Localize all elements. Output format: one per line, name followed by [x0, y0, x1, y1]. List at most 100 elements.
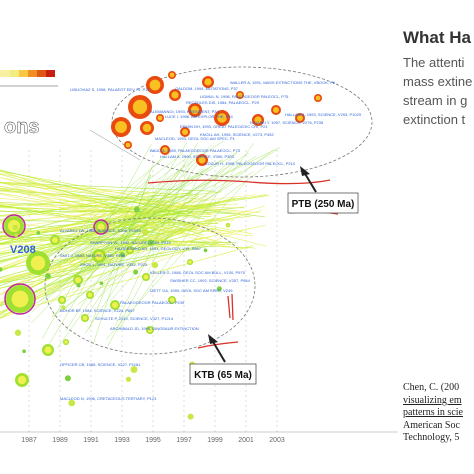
- citation-link: [116, 143, 255, 332]
- citation-link: [0, 182, 167, 203]
- body-line: The attenti: [403, 55, 465, 70]
- citation-label: HALLAM A, 1990, SCIENCE, V390, P303: [160, 154, 235, 159]
- citation-link: [0, 190, 261, 214]
- ktb-node-core: [112, 302, 118, 308]
- highlight-ring: [2, 214, 26, 238]
- citation-link: [57, 156, 257, 266]
- ktb-node-core: [147, 327, 153, 333]
- citation-link: [56, 147, 280, 258]
- minor-node: [80, 253, 85, 258]
- slide-title: What Ha: [403, 28, 471, 47]
- citation-label: GALDOM, 1994, MUTATIONS, P37: [175, 86, 239, 91]
- citation-label: HILDEBRAND AR, 1991, GEOLOGY, V19, P867: [115, 246, 202, 251]
- red-underline-ptb: [147, 179, 331, 185]
- ktb-node-core: [30, 255, 46, 271]
- citation-label: ALEMANNOI, 1993, PRESIDENT, P34: [150, 109, 219, 114]
- ktb-node-core: [97, 223, 105, 231]
- citation-label: BOHOR BF, 1984, SCIENCE, V224, P867: [60, 308, 135, 313]
- minor-node: [22, 349, 26, 354]
- reference-citation: Chen, C. (200 visualizing em patterns in…: [403, 382, 463, 445]
- ktb-node-core: [143, 274, 149, 280]
- citation-link: [100, 148, 241, 298]
- minor-node: [68, 399, 76, 407]
- citation-label: MACLEOD, 1993, GEOL SOC AM SPEC, P1: [155, 136, 236, 141]
- citation-label: ISOZAKI Y, 1997, SCIENCE, V276, P235: [250, 120, 324, 125]
- minor-node: [133, 206, 140, 213]
- minor-node: [36, 230, 41, 235]
- minor-node: [99, 281, 104, 285]
- ktb-node-core: [52, 237, 58, 243]
- citation-link: [0, 221, 248, 249]
- citation-label: KOZUR H, 1998, PALEOGEOGR PALEOCL, P210: [205, 161, 296, 166]
- minor-node: [216, 286, 222, 292]
- body-line: mass extine: [403, 74, 473, 89]
- minor-node: [203, 248, 208, 253]
- ktb-node-core: [44, 346, 52, 354]
- citation-link: [0, 204, 213, 217]
- citation-line: Technology, 5: [403, 432, 460, 443]
- citation-link: [0, 219, 219, 224]
- ktb-node-core: [188, 260, 192, 264]
- ptb-node-core: [190, 105, 200, 115]
- citation-line: Chen, C. (200: [403, 382, 460, 393]
- body-line: extinction t: [403, 112, 466, 127]
- minor-node: [0, 267, 3, 272]
- year-tick-label: 2001: [238, 437, 254, 444]
- citation-label: SWISHER CC, 1992, SCIENCE, V257, P954: [170, 278, 251, 283]
- year-tick-label: 1987: [21, 437, 37, 444]
- minor-node: [225, 222, 231, 228]
- ptb-cluster-ellipse: [111, 66, 373, 178]
- citation-label: HALLAM A, 1993, SCIENCE, V293, P1029: [285, 112, 362, 117]
- ptb-node-core: [125, 142, 131, 148]
- citation-line: American Soc: [403, 419, 460, 431]
- citation-link: [39, 174, 215, 302]
- network-nodes: [0, 71, 322, 420]
- citation-link: [31, 168, 183, 324]
- citation-line: visualizing em: [403, 394, 462, 406]
- ktb-cluster-ellipse: [44, 217, 256, 355]
- ptb-node-core: [149, 79, 161, 91]
- citation-link: [64, 157, 162, 265]
- ptb-node-core: [157, 115, 163, 121]
- citation-link: [60, 163, 233, 313]
- ptb-node-core: [273, 107, 279, 113]
- minor-node: [64, 375, 71, 382]
- citation-link: [107, 167, 205, 346]
- minor-node: [147, 239, 154, 246]
- ktb-node-core: [87, 292, 93, 298]
- ptb-node-core: [142, 123, 152, 133]
- minor-node: [76, 283, 81, 288]
- year-tick-label: 1999: [207, 437, 223, 444]
- citation-link: [50, 140, 224, 257]
- ktb-node-core: [127, 247, 133, 253]
- year-tick-label: 1993: [114, 437, 130, 444]
- citation-label: ALVAREZ LW, 1980, SCIENCE, V208, P1095: [60, 228, 141, 233]
- legend-swatch: [46, 70, 55, 77]
- ptb-node-core: [182, 129, 188, 135]
- citation-label: PALAEOGEOGR PALAEOCL, P239: [120, 300, 185, 305]
- callout-ptb: PTB (250 Ma): [287, 166, 359, 214]
- minor-node: [119, 252, 125, 258]
- citation-link: [32, 159, 224, 265]
- ktb-node-core: [17, 375, 27, 385]
- ktb-node-core: [64, 340, 68, 344]
- citation-label: WALLER A, 1991, MASS EXTINCTIONS THE, VB…: [230, 80, 336, 85]
- ptb-cluster-labels: LIBLIOHAZ S, 1998, PALAEOT EEV 74, P11 WA…: [70, 80, 362, 166]
- highlight-ring: [93, 219, 109, 235]
- citation-label: LUCE I, 1996, AM EXPLOR THE, P34: [165, 114, 234, 119]
- citation-link: [44, 174, 151, 352]
- legend-swatch: [0, 70, 10, 77]
- citation-label: LIDMUL N, 1998, PALEOGEOGR PALEOCL, P75: [200, 94, 289, 99]
- citation-link: [30, 149, 278, 308]
- citation-link: [0, 197, 246, 241]
- citation-label: MACLEOD N, 1996, CRETACEOUS TERTIARY, P1…: [60, 396, 157, 401]
- minor-node: [142, 228, 149, 236]
- citation-link: [0, 192, 193, 207]
- minor-node: [133, 269, 139, 275]
- legend-swatch: [28, 70, 37, 77]
- citation-link: [115, 167, 190, 326]
- legend-swatch: [37, 70, 46, 77]
- citation-link: [0, 202, 221, 256]
- red-arrow-ktb: [197, 341, 239, 349]
